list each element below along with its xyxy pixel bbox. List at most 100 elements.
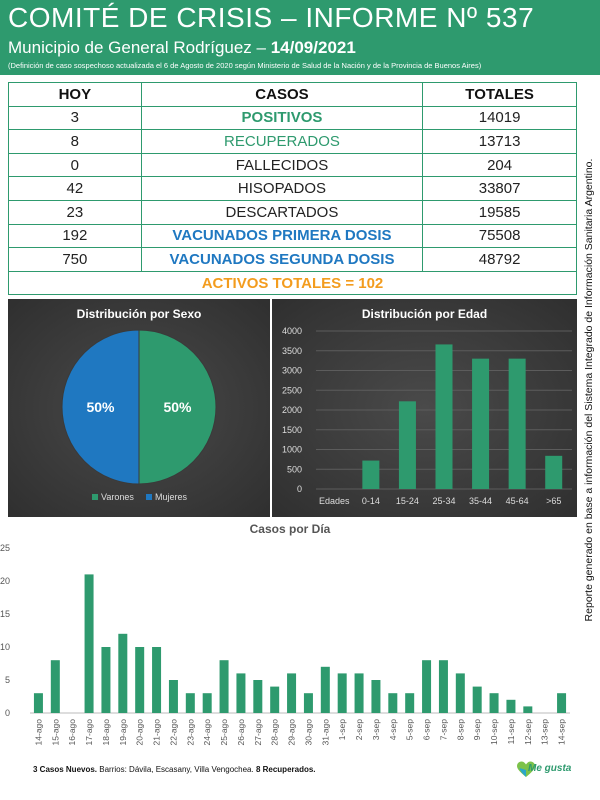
totales-cell: 75508	[422, 223, 577, 249]
y-tick-label: 1500	[282, 425, 302, 435]
x-tick-label: 21-ago	[152, 719, 162, 746]
x-tick-label: 0-14	[362, 496, 380, 506]
daily-bar	[219, 660, 229, 713]
daily-bar	[388, 693, 398, 713]
footnote-new-cases: 3 Casos Nuevos.	[33, 765, 98, 774]
hoy-cell: 0	[8, 152, 142, 178]
daily-chart-title: Casos por Día	[249, 522, 331, 536]
footnote-recovered: 8 Recuperados.	[253, 765, 316, 774]
x-tick-label: 16-ago	[67, 719, 77, 746]
y-tick-label: 500	[287, 464, 302, 474]
x-tick-label: 26-ago	[236, 719, 246, 746]
x-tick-label: 45-64	[506, 496, 529, 506]
sex-chart-title: Distribución por Sexo	[76, 307, 202, 321]
x-tick-label: 8-sep	[455, 719, 465, 741]
x-tick-label: 23-ago	[185, 719, 195, 746]
daily-bar	[236, 673, 246, 713]
daily-bar	[185, 693, 195, 713]
definition-note: (Definición de caso sospechoso actualiza…	[8, 61, 482, 70]
x-tick-label: 17-ago	[84, 719, 94, 746]
legend-swatch	[92, 494, 98, 500]
totales-cell: 13713	[422, 129, 577, 154]
daily-bar	[489, 693, 499, 713]
source-note-text: Reporte generado en base a información d…	[583, 158, 595, 622]
x-tick-label: 24-ago	[202, 719, 212, 746]
pie-slice	[138, 329, 217, 485]
x-tick-label: 22-ago	[168, 719, 178, 746]
hoy-cell: 192	[8, 223, 142, 249]
casos-cell: DESCARTADOS	[140, 199, 424, 225]
heart-icon	[517, 761, 535, 777]
report-title: COMITÉ DE CRISIS – INFORME Nº 537	[8, 2, 535, 33]
pie-value-label: 50%	[86, 399, 115, 415]
table-row: 3 POSITIVOS 14019	[8, 105, 577, 131]
totales-cell: 33807	[422, 176, 577, 201]
y-tick-label: 0	[297, 484, 302, 494]
age-bar	[362, 460, 380, 489]
footnote: 3 Casos Nuevos. Barrios: Dávila, Escasan…	[33, 765, 316, 774]
daily-bar	[253, 680, 263, 713]
x-tick-label: 29-ago	[287, 719, 297, 746]
x-tick-label: 28-ago	[270, 719, 280, 746]
x-tick-label: 18-ago	[101, 719, 111, 746]
x-tick-label: 14-sep	[557, 719, 567, 745]
municipality-name: Municipio de General Rodríguez –	[8, 38, 266, 57]
table-row: 8 RECUPERADOS 13713	[8, 129, 577, 154]
daily-bar	[303, 693, 313, 713]
x-tick-label: 15-ago	[50, 719, 60, 746]
report-subtitle: Municipio de General Rodríguez – 14/09/2…	[8, 38, 356, 58]
x-tick-label: 31-ago	[320, 719, 330, 746]
x-tick-label: 13-sep	[540, 719, 550, 745]
y-tick-label: 3000	[282, 366, 302, 376]
pie-value-label: 50%	[163, 399, 192, 415]
table-row: 192 VACUNADOS PRIMERA DOSIS 75508	[8, 223, 577, 249]
hoy-cell: 8	[8, 129, 142, 154]
header-casos: CASOS	[140, 82, 424, 107]
casos-cell: FALLECIDOS	[140, 152, 424, 178]
y-tick-label: 20	[0, 576, 10, 586]
table-header-row: HOY CASOS TOTALES	[8, 82, 577, 107]
daily-bar	[405, 693, 415, 713]
daily-bar	[84, 574, 94, 713]
x-tick-label: Edades	[319, 496, 350, 506]
report-date: 14/09/2021	[270, 38, 356, 57]
summary-table: HOY CASOS TOTALES 3 POSITIVOS 14019 8 RE…	[8, 82, 577, 296]
y-tick-label: 4000	[282, 326, 302, 336]
x-tick-label: 7-sep	[438, 719, 448, 741]
daily-bar	[270, 686, 280, 713]
x-tick-label: 9-sep	[472, 719, 482, 741]
daily-bar	[506, 699, 516, 713]
daily-bar	[101, 647, 111, 713]
x-tick-label: 15-24	[396, 496, 419, 506]
daily-bar	[557, 693, 567, 713]
x-tick-label: 5-sep	[405, 719, 415, 741]
x-tick-label: 3-sep	[371, 719, 381, 741]
daily-bar	[455, 673, 465, 713]
x-tick-label: 10-sep	[489, 719, 499, 745]
header-totales: TOTALES	[422, 82, 577, 107]
sex-distribution-panel: Distribución por Sexo 50% 50% Varones Mujer…	[8, 299, 270, 517]
x-tick-label: 19-ago	[118, 719, 128, 746]
daily-bar	[438, 660, 448, 713]
daily-bar	[354, 673, 364, 713]
source-note: Reporte generado en base a información d…	[581, 90, 597, 690]
daily-bar	[50, 660, 60, 713]
municipality-logo: Me gusta	[516, 760, 572, 792]
report-header: COMITÉ DE CRISIS – INFORME Nº 537 Munici…	[0, 0, 600, 75]
daily-bar	[320, 666, 330, 713]
age-chart-title: Distribución por Edad	[361, 307, 488, 321]
x-tick-label: 25-34	[432, 496, 455, 506]
daily-bar	[152, 647, 162, 713]
daily-bar	[287, 673, 297, 713]
logo-text: Me gusta	[528, 763, 572, 774]
age-bar	[508, 358, 526, 489]
x-tick-label: 20-ago	[135, 719, 145, 746]
y-tick-label: 2500	[282, 385, 302, 395]
daily-bar	[168, 680, 178, 713]
y-tick-label: 5	[5, 675, 10, 685]
sex-pie-chart: 50% 50% Varones Mujeres	[61, 329, 217, 502]
daily-bar	[523, 706, 533, 713]
table-row: 750 VACUNADOS SEGUNDA DOSIS 48792	[8, 247, 577, 272]
casos-cell: VACUNADOS PRIMERA DOSIS	[140, 223, 424, 249]
y-tick-label: 10	[0, 642, 10, 652]
